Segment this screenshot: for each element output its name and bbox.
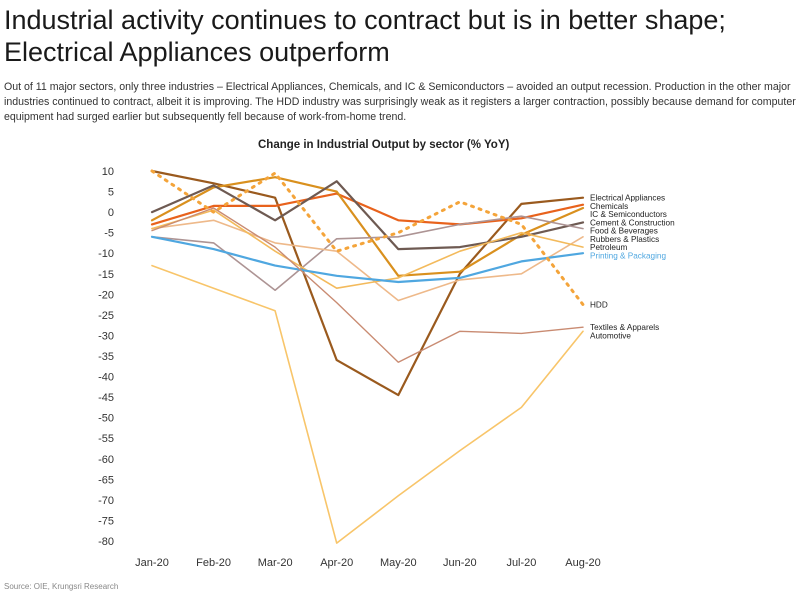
series-label-chemicals: Chemicals — [590, 202, 628, 211]
y-tick-label: -50 — [98, 413, 114, 425]
series-line-printing-and-packaging — [150, 235, 585, 284]
series-label-cement-and-construction: Cement & Construction — [590, 218, 675, 227]
series-label-food-and-beverages: Food & Beverages — [590, 227, 658, 236]
y-axis: 10 5 0 -5 -10 -15 -20 -25 -30 -35 -40 -45 -50 -55 -60 -… — [98, 166, 114, 548]
y-tick-label: -40 — [98, 372, 114, 384]
series-label-ic-and-semiconductors: IC & Semiconductors — [590, 210, 667, 219]
series-line-hdd — [150, 169, 585, 307]
y-tick-label: -15 — [98, 269, 114, 281]
series-label-hdd: HDD — [590, 301, 608, 310]
y-tick-label: 5 — [108, 187, 114, 199]
series-label-rubbers-and-plastics: Rubbers & Plastics — [590, 235, 659, 244]
series-label-electrical-appliances: Electrical Appliances — [590, 194, 665, 203]
x-tick-label: Jul-20 — [506, 557, 536, 569]
series-label-petroleum: Petroleum — [590, 243, 627, 252]
series-line-rubbers-and-plastics — [151, 219, 584, 302]
series-line-automotive — [151, 264, 584, 544]
series-label-textiles-and-apparels: Textiles & Apparels — [590, 323, 659, 332]
y-tick-label: 0 — [108, 207, 114, 219]
series-line-textiles-and-apparels — [151, 207, 584, 363]
y-tick-label: -25 — [98, 310, 114, 322]
y-tick-label: -20 — [98, 289, 114, 301]
y-tick-label: -45 — [98, 392, 114, 404]
headline: Industrial activity continues to contrac… — [4, 5, 726, 67]
x-tick-label: Aug-20 — [565, 557, 600, 569]
y-tick-label: -75 — [98, 515, 114, 527]
x-tick-label: Feb-20 — [196, 557, 231, 569]
x-tick-label: Jan-20 — [135, 557, 169, 569]
y-tick-label: -70 — [98, 495, 114, 507]
y-tick-label: -60 — [98, 454, 114, 466]
series-label-printing-and-packaging: Printing & Packaging — [590, 251, 666, 260]
y-tick-label: -10 — [98, 248, 114, 260]
source-note: Source: OIE, Krungsri Research — [4, 582, 119, 591]
x-tick-label: Jun-20 — [443, 557, 477, 569]
x-tick-label: May-20 — [380, 557, 417, 569]
series-line-cement-and-construction — [150, 180, 585, 251]
intro-text: Out of 11 major sectors, only three indu… — [4, 81, 796, 123]
y-tick-label: -80 — [98, 536, 114, 548]
y-tick-label: 10 — [102, 166, 114, 178]
y-tick-label: -30 — [98, 330, 114, 342]
chart-title: Change in Industrial Output by sector (%… — [258, 139, 510, 151]
y-tick-label: -65 — [98, 474, 114, 486]
series-line-petroleum — [151, 209, 584, 290]
y-tick-label: -55 — [98, 433, 114, 445]
series-line-ic-and-semiconductors — [150, 176, 585, 277]
x-axis: Jan-20 Feb-20 Mar-20 Apr-20 May-20 Jun-20 Jul-… — [135, 557, 601, 569]
x-tick-label: Apr-20 — [320, 557, 353, 569]
series-layer — [150, 169, 585, 544]
y-tick-label: -5 — [104, 228, 114, 240]
series-label-automotive: Automotive — [590, 331, 631, 340]
y-tick-label: -35 — [98, 351, 114, 363]
x-tick-label: Mar-20 — [258, 557, 293, 569]
